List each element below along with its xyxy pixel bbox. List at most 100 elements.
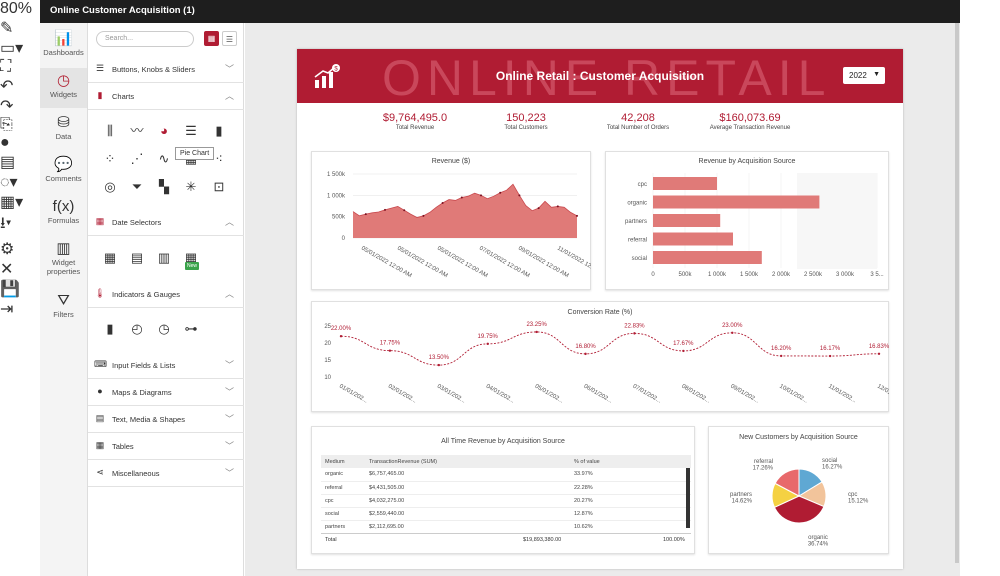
display-icon[interactable]: ▭▾: [0, 40, 24, 57]
pie-label-value: 36.74%: [808, 542, 829, 548]
rail-label: Widgets: [49, 90, 78, 99]
total-label: Total: [325, 537, 337, 543]
year-select[interactable]: 2022 ▼: [843, 67, 885, 84]
bullet-gauge-icon[interactable]: ⊶: [184, 321, 198, 336]
scatter-chart-icon[interactable]: ⁘: [104, 151, 116, 166]
data-point: [556, 205, 559, 208]
trend-chart-icon[interactable]: ⊡: [213, 179, 225, 194]
table-cell: 33.97%: [570, 468, 691, 482]
rail-item-comments[interactable]: 💬 Comments: [40, 152, 87, 192]
gauge-icon: ◷: [56, 72, 71, 89]
section-maps-diagrams[interactable]: ● Maps & Diagrams ﹀: [88, 379, 244, 406]
exit-icon[interactable]: ⇥: [0, 301, 14, 318]
calendar-month-icon[interactable]: ▦: [103, 250, 117, 265]
table-row[interactable]: organic $6,757,465.00 33.97%: [321, 468, 691, 482]
candlestick-chart-icon[interactable]: ⫼: [107, 123, 113, 138]
conversion-card[interactable]: Conversion Rate (%): [311, 301, 889, 412]
bar-chart-icon[interactable]: ☰: [185, 123, 197, 138]
table-cell: 12.87%: [570, 507, 691, 521]
map-pin-icon: ●: [97, 386, 103, 396]
grid-view-button[interactable]: ▦: [204, 31, 219, 46]
window-titlebar: Online Customer Acquisition (1): [40, 0, 960, 23]
table-cell: referral: [321, 481, 365, 495]
rail-item-data[interactable]: ⛁ Data: [40, 110, 87, 150]
table-row[interactable]: referral $4,431,505.00 22.28%: [321, 481, 691, 495]
grid-icon[interactable]: ▦▾: [0, 194, 24, 211]
network-chart-icon[interactable]: ✳: [185, 179, 197, 194]
section-buttons-knobs-sliders[interactable]: ☰ Buttons, Knobs & Sliders ﹀: [88, 56, 244, 83]
total-value: $19,893,380.00: [523, 537, 562, 543]
speedometer-icon[interactable]: ◷: [158, 321, 170, 336]
treemap-icon[interactable]: ▚: [159, 179, 169, 194]
thermometer-gauge-icon[interactable]: ▮: [106, 321, 114, 336]
calendar-new-icon[interactable]: ▦: [184, 250, 198, 265]
save-icon[interactable]: 💾: [0, 281, 20, 298]
x-tick-label: 0: [651, 272, 655, 278]
column-header[interactable]: TransactionRevenue (SUM): [365, 455, 570, 468]
calendar-range-icon[interactable]: ▤: [130, 250, 144, 265]
rail-item-filters[interactable]: ⛛ Filters: [40, 288, 87, 328]
rail-item-dashboards[interactable]: 📊 Dashboards: [40, 26, 87, 66]
radar-chart-icon[interactable]: ◎: [104, 179, 116, 194]
rail-item-formulas[interactable]: f(x) Formulas: [40, 194, 87, 234]
pie-chart-icon[interactable]: ◕: [160, 123, 168, 138]
revenue-chart-title: Revenue ($): [431, 158, 471, 165]
redo-icon[interactable]: ↷: [0, 98, 14, 115]
table-row[interactable]: cpc $4,032,275.00 20.27%: [321, 494, 691, 508]
pie-label-name: partners: [730, 492, 752, 498]
save-as-icon[interactable]: ▤: [0, 154, 16, 171]
table-cell: organic: [321, 468, 365, 482]
gear-icon[interactable]: ⚙: [0, 241, 15, 258]
data-point: [682, 349, 685, 353]
table-cell: 22.28%: [570, 481, 691, 495]
plot-band: [797, 173, 877, 269]
table-row[interactable]: partners $2,112,695.00 10.62%: [321, 520, 691, 534]
table-cell: social: [321, 507, 365, 521]
bar: [653, 251, 762, 264]
section-tables[interactable]: ▦ Tables ﹀: [88, 433, 244, 460]
table-scrollbar[interactable]: [686, 468, 690, 528]
date-picker-icon[interactable]: ▥: [157, 250, 171, 265]
section-text-media-shapes[interactable]: ▤ Text, Media & Shapes ﹀: [88, 406, 244, 433]
canvas-scrollbar[interactable]: [955, 23, 959, 563]
bar: [653, 232, 733, 246]
copy-icon[interactable]: ⎘: [0, 116, 13, 133]
table-cell: $2,112,695.00: [365, 520, 570, 534]
section-miscellaneous[interactable]: ⋖ Miscellaneous ﹀: [88, 460, 244, 487]
chevron-down-icon: ﹀: [224, 64, 234, 74]
line-chart-icon[interactable]: 〰: [130, 123, 144, 138]
section-indicators-gauges[interactable]: 🌡 Indicators & Gauges ︿: [88, 281, 244, 308]
fill-icon[interactable]: ●: [0, 134, 10, 151]
bubble-chart-icon[interactable]: ⁖: [215, 151, 223, 166]
category-label: cpc: [638, 182, 647, 188]
dial-gauge-icon[interactable]: ◴: [131, 321, 143, 336]
column-chart-icon[interactable]: ▮: [215, 123, 223, 138]
undo-icon[interactable]: ↶: [0, 78, 14, 95]
funnel-chart-icon[interactable]: ⏷: [131, 179, 143, 194]
data-point: [518, 194, 521, 197]
section-charts[interactable]: ▮ Charts ︿: [88, 83, 244, 110]
table-row[interactable]: social $2,559,440.00 12.87%: [321, 507, 691, 521]
rail-item-widgets[interactable]: ◷ Widgets: [40, 68, 87, 108]
kpi-value: 150,223: [506, 112, 546, 124]
section-input-fields-lists[interactable]: ⌨ Input Fields & Lists ﹀: [88, 352, 244, 379]
x-tick-label: 2 000k: [772, 272, 791, 278]
data-label: 22.83%: [624, 323, 645, 329]
spline-chart-icon[interactable]: ∿: [158, 151, 170, 166]
visibility-icon[interactable]: ◌▾: [0, 174, 18, 191]
section-date-selectors[interactable]: ▦ Date Selectors ︿: [88, 209, 244, 236]
close-icon[interactable]: ✕: [0, 261, 14, 278]
table-header: Medium TransactionRevenue (SUM)% of value: [321, 455, 691, 468]
export-icon[interactable]: ⭳▾: [0, 215, 12, 232]
list-view-button[interactable]: ☰: [222, 31, 237, 46]
scatter-plot-icon[interactable]: ⋰: [130, 151, 144, 166]
column-header[interactable]: % of value: [570, 455, 691, 468]
pie-label-value: 16.27%: [822, 465, 843, 471]
rail-item-widget-properties[interactable]: ▥ Widget properties: [40, 236, 87, 286]
pie-chart-title: New Customers by Acquisition Source: [739, 434, 858, 441]
zoom-select[interactable]: 80%: [0, 0, 33, 17]
column-header[interactable]: Medium: [321, 455, 365, 468]
search-input[interactable]: Search...: [96, 31, 194, 47]
edit-icon[interactable]: ✎: [0, 20, 14, 37]
fullscreen-icon[interactable]: ⛶: [0, 58, 12, 75]
